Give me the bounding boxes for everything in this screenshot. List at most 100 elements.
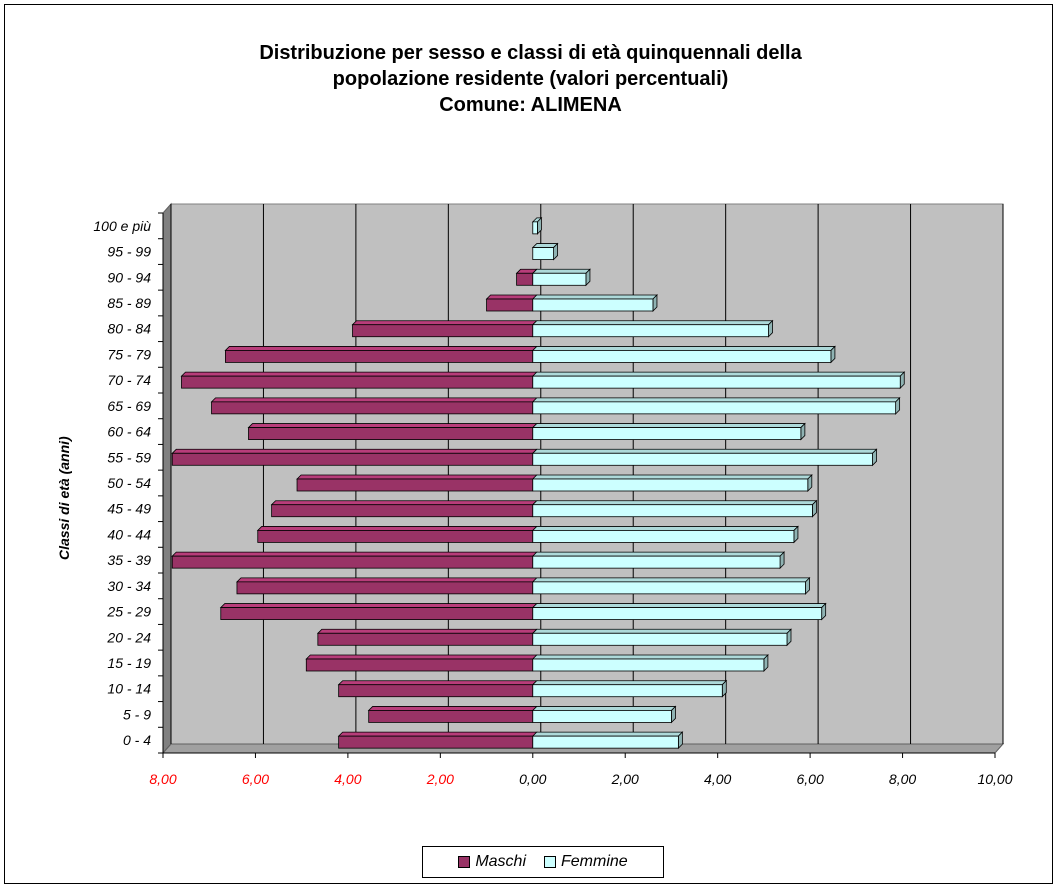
y-tick-label: 5 - 9 (123, 706, 151, 722)
bar-maschi-top (305, 654, 538, 660)
bar-femmine (532, 452, 873, 466)
legend-label-maschi: Maschi (475, 853, 526, 870)
bar-maschi (271, 504, 534, 518)
bar-femmine-top (531, 654, 769, 660)
plot-side-wall (162, 202, 172, 755)
bar-maschi-top (337, 731, 538, 737)
bar-maschi (171, 452, 534, 466)
bar-maschi (338, 684, 534, 698)
y-tick-label: 85 - 89 (107, 295, 151, 311)
bar-femmine-top (531, 731, 684, 737)
x-tick-label: 6,00 (796, 771, 823, 787)
bar-femmine (532, 632, 788, 646)
bar-femmine-top (531, 577, 811, 583)
chart-title-line-3: Comune: ALIMENA (439, 94, 622, 116)
bar-maschi-top (296, 474, 538, 480)
x-tick-label: 2,00 (426, 771, 454, 787)
bar-femmine (532, 298, 654, 312)
legend-item-femmine: Femmine (544, 853, 628, 871)
bar-maschi-top (337, 680, 538, 686)
legend-swatch-femmine (544, 856, 556, 868)
y-tick-label: 65 - 69 (107, 398, 151, 414)
bar-femmine (532, 350, 832, 363)
bar-femmine-top (531, 423, 806, 428)
bar-maschi (224, 350, 534, 363)
bar-femmine (532, 530, 795, 543)
bar-maschi (236, 581, 534, 595)
bar-maschi (257, 530, 534, 543)
bar-femmine-top (531, 346, 836, 351)
y-tick-label: 20 - 24 (106, 629, 151, 645)
y-tick-label: 90 - 94 (107, 269, 151, 285)
bar-femmine-top (531, 603, 827, 608)
bar-maschi (211, 401, 534, 415)
x-tick-label: 8,00 (149, 771, 176, 787)
y-tick-label: 100 e più (93, 218, 151, 234)
bar-femmine (532, 247, 554, 260)
bar-femmine-top (531, 551, 786, 557)
bar-femmine-top (531, 680, 728, 686)
legend: Maschi Femmine (422, 846, 664, 878)
bar-maschi-top (485, 294, 538, 300)
bar-femmine-top (531, 371, 906, 377)
bar-maschi-top (247, 423, 538, 428)
bar-maschi-top (210, 397, 538, 403)
bar-femmine (532, 710, 672, 723)
bar-maschi (220, 607, 534, 620)
y-tick-label: 45 - 49 (107, 501, 151, 517)
bar-femmine (532, 555, 781, 569)
x-tick-label: 10,00 (977, 771, 1012, 787)
y-tick-label: 50 - 54 (107, 475, 151, 491)
bar-femmine-top (531, 526, 799, 531)
x-tick-label: 4,00 (704, 771, 731, 787)
bar-femmine-top (531, 628, 792, 634)
bar-maschi (171, 555, 534, 569)
y-tick-label: 15 - 19 (107, 655, 151, 671)
y-tick-label: 10 - 14 (107, 681, 151, 697)
bar-maschi-top (351, 320, 538, 326)
bar-femmine-top (531, 500, 818, 506)
y-tick-label: 0 - 4 (123, 732, 151, 748)
y-tick-label: 55 - 59 (107, 449, 151, 465)
y-axis-label: Classi di età (anni) (56, 436, 72, 560)
bar-femmine (532, 658, 765, 672)
y-tick-label: 25 - 29 (106, 604, 151, 620)
y-tick-label: 80 - 84 (107, 321, 151, 337)
bar-maschi (248, 427, 534, 440)
chart-title-line-1: Distribuzione per sesso e classi di età … (259, 42, 802, 64)
bar-maschi-top (219, 603, 538, 608)
bar-maschi (305, 658, 534, 672)
bar-femmine-top (531, 474, 813, 480)
x-tick-label: 8,00 (889, 771, 916, 787)
bar-femmine-top (531, 294, 658, 300)
bar-femmine (532, 427, 802, 440)
bar-femmine (532, 272, 587, 286)
y-tick-label: 60 - 64 (107, 424, 151, 440)
bar-maschi (181, 375, 534, 389)
bar-maschi-top (270, 500, 538, 506)
bar-femmine (532, 735, 679, 749)
bar-femmine (532, 324, 769, 338)
bar-femmine-top (531, 268, 591, 274)
bar-maschi (296, 478, 534, 492)
bar-femmine-top (531, 397, 901, 403)
chart-title-line-2: popolazione residente (valori percentual… (332, 68, 729, 90)
y-tick-label: 70 - 74 (107, 372, 151, 388)
x-tick-label: 6,00 (242, 771, 269, 787)
y-tick-label: 35 - 39 (107, 552, 151, 568)
bar-femmine (532, 375, 901, 389)
bar-maschi-top (180, 371, 538, 377)
y-tick-label: 75 - 79 (107, 346, 151, 362)
x-tick-label: 4,00 (334, 771, 361, 787)
x-tick-label: 2,00 (611, 771, 639, 787)
bar-femmine (532, 581, 806, 595)
bar-maschi-top (316, 628, 538, 634)
bar-maschi (317, 632, 534, 646)
legend-item-maschi: Maschi (458, 853, 526, 871)
bar-maschi (486, 298, 534, 312)
bar-femmine (532, 504, 813, 518)
bar-maschi (338, 735, 534, 749)
x-tick-label: 0,00 (519, 771, 546, 787)
chart-title: Distribuzione per sesso e classi di età … (0, 40, 1061, 118)
